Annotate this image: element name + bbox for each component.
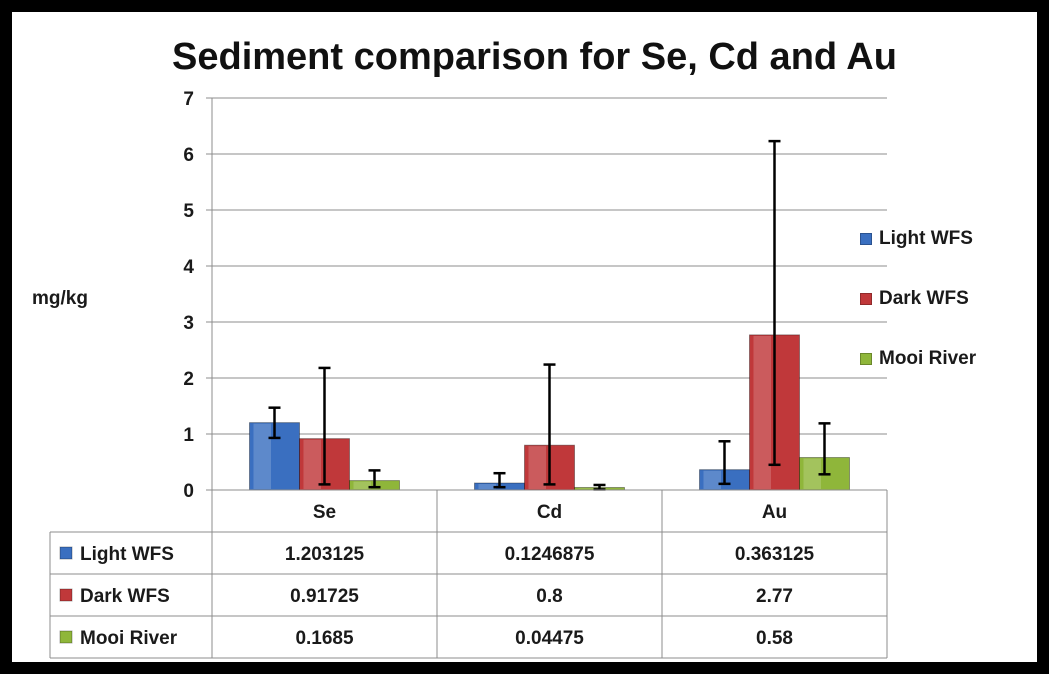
x-tick-label: Au [762,502,787,523]
data-label: 1.203125 [285,544,365,565]
x-tick-label: Se [313,502,336,523]
bar-highlight [528,446,546,489]
table-series-swatch [59,588,73,602]
data-label: 0.04475 [515,628,584,649]
y-tick-label: 2 [183,369,194,390]
legend-label: Mooi River [879,348,977,369]
legend-item: Dark WFS [860,288,969,310]
table-series-label: Dark WFS [80,586,170,607]
bar-highlight [303,439,321,489]
chart-title: Sediment comparison for Se, Cd and Au [172,36,897,78]
y-tick-label: 4 [183,257,194,278]
bar-highlight [253,423,271,489]
y-tick-label: 7 [183,89,194,110]
data-label: 0.58 [756,628,793,649]
bar-highlight [703,470,721,489]
legend-item: Light WFS [860,228,973,250]
bar-highlight [353,481,371,489]
table-series-swatch [59,630,73,644]
y-tick-label: 6 [183,145,194,166]
legend-item: Mooi River [860,348,976,370]
y-tick-label: 3 [183,313,194,334]
legend-swatch [860,353,872,365]
legend-swatch [860,233,872,245]
bar-highlight [753,335,771,489]
legend-swatch [860,293,872,305]
data-label: 0.363125 [735,544,815,565]
x-tick-label: Cd [537,502,562,523]
legend-label: Dark WFS [879,288,969,309]
y-tick-label: 1 [183,425,194,446]
bar-highlight [578,488,596,489]
table-series-label: Light WFS [80,544,174,565]
data-label: 0.91725 [290,586,359,607]
data-label: 2.77 [756,586,793,607]
y-tick-label: 5 [183,201,194,222]
data-label: 0.8 [536,586,562,607]
chart-plot: 0 1 2 3 4 5 6 7 Se Cd Au Light WFS 1.203125 0.1246875… [49,89,888,659]
data-label: 0.1246875 [505,544,595,565]
y-axis-title: mg/kg [32,288,88,309]
chart-frame: Sediment comparison for Se, Cd and Au mg… [12,12,1037,662]
legend-label: Light WFS [879,228,973,249]
bar-highlight [478,484,496,489]
bar-highlight [803,458,821,489]
table-series-swatch [59,546,73,560]
y-tick-label: 0 [183,481,194,502]
table-series-label: Mooi River [80,628,178,649]
data-label: 0.1685 [295,628,354,649]
